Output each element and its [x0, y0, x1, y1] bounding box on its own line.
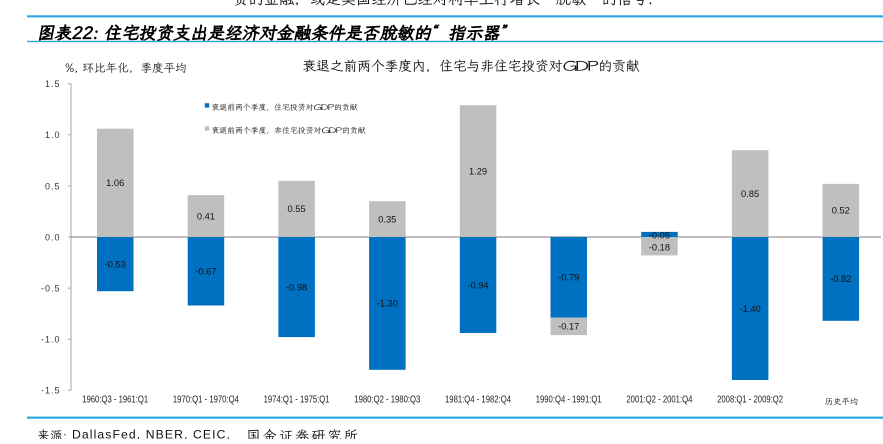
svg-text:1960:Q3 - 1961:Q1: 1960:Q3 - 1961:Q1: [82, 395, 148, 406]
svg-text:0.85: 0.85: [741, 189, 759, 199]
svg-text:1981:Q4 - 1982:Q4: 1981:Q4 - 1982:Q4: [445, 395, 511, 406]
svg-text:1.5: 1.5: [45, 79, 61, 89]
svg-text:0.55: 0.55: [288, 204, 306, 214]
svg-text:1990:Q4 - 1991:Q1: 1990:Q4 - 1991:Q1: [536, 395, 602, 406]
svg-text:-0.82: -0.82: [830, 274, 851, 284]
svg-text:-0.05: -0.05: [649, 231, 670, 241]
svg-text:2008:Q1 - 2009:Q2: 2008:Q1 - 2009:Q2: [717, 395, 783, 406]
svg-text:-0.98: -0.98: [286, 282, 307, 292]
svg-text:-1.5: -1.5: [41, 386, 61, 396]
svg-text:1.0: 1.0: [45, 130, 61, 140]
svg-text:0.5: 0.5: [45, 181, 61, 191]
svg-text:-0.94: -0.94: [467, 280, 488, 290]
svg-text:-0.18: -0.18: [649, 243, 670, 253]
svg-text:2001:Q2 - 2001:Q4: 2001:Q2 - 2001:Q4: [626, 395, 692, 406]
svg-text:0.52: 0.52: [832, 206, 850, 216]
svg-text:-1.0: -1.0: [41, 335, 61, 345]
svg-text:DallasFed, NBER, CEIC,: DallasFed, NBER, CEIC,: [72, 428, 231, 440]
svg-text:1.06: 1.06: [106, 178, 124, 188]
svg-text:-0.53: -0.53: [105, 259, 126, 269]
svg-text:-1.30: -1.30: [377, 299, 398, 309]
svg-text:-0.5: -0.5: [41, 284, 61, 294]
svg-text:0.0: 0.0: [45, 232, 61, 242]
svg-text:-1.40: -1.40: [739, 304, 760, 314]
svg-text:-0.79: -0.79: [558, 273, 579, 283]
svg-text:1980:Q2 - 1980:Q3: 1980:Q2 - 1980:Q3: [354, 395, 420, 406]
svg-text:-0.17: -0.17: [558, 322, 579, 332]
svg-text:1970:Q1 - 1970:Q4: 1970:Q1 - 1970:Q4: [173, 395, 239, 406]
svg-text:0.35: 0.35: [378, 214, 396, 224]
svg-text:-0.67: -0.67: [195, 267, 216, 277]
svg-text:1974:Q1 - 1975:Q1: 1974:Q1 - 1975:Q1: [264, 395, 330, 406]
svg-text:0.41: 0.41: [197, 211, 215, 221]
svg-text:1.29: 1.29: [469, 166, 487, 176]
